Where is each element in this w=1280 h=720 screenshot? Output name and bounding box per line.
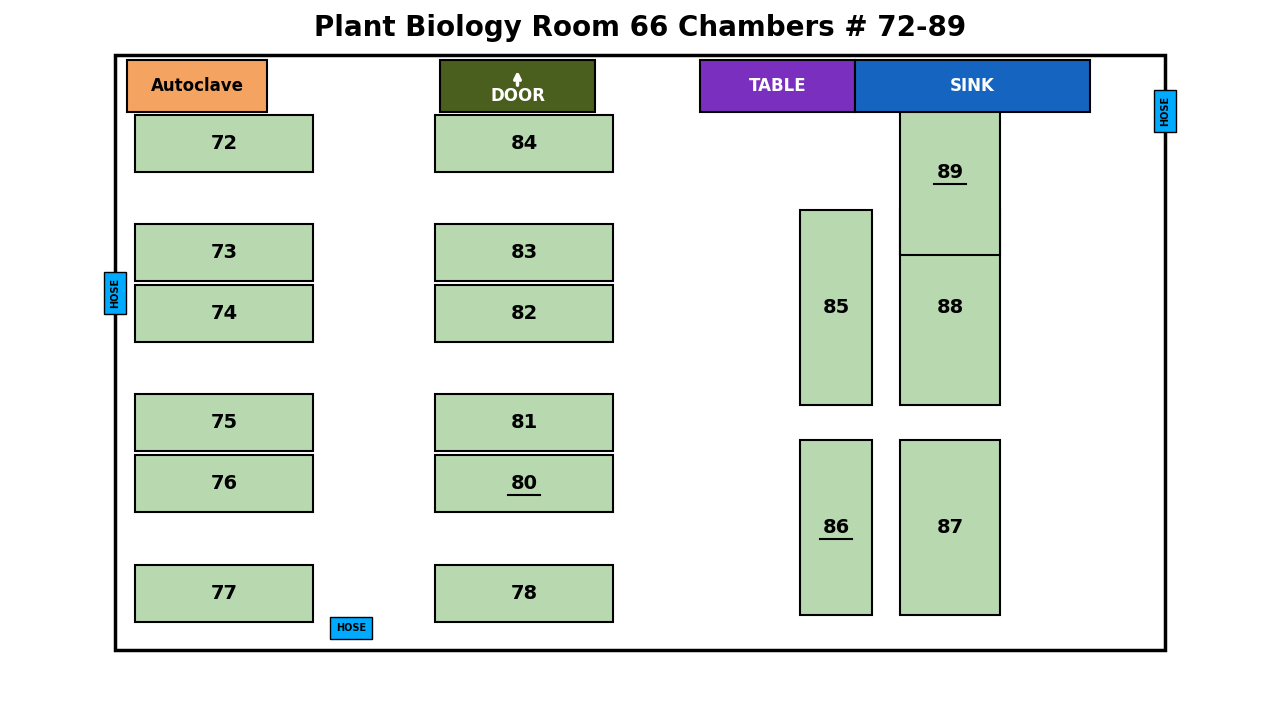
Text: 83: 83 <box>511 243 538 262</box>
Bar <box>435 115 613 172</box>
Bar <box>127 60 268 112</box>
Bar <box>104 272 125 314</box>
Text: 85: 85 <box>822 298 850 317</box>
Bar <box>855 60 1091 112</box>
Text: TABLE: TABLE <box>749 77 806 95</box>
Bar <box>134 565 314 622</box>
Text: HOSE: HOSE <box>110 278 120 308</box>
Bar <box>435 394 613 451</box>
Bar <box>134 285 314 342</box>
Bar <box>440 60 595 112</box>
Bar <box>800 440 872 615</box>
Text: 87: 87 <box>937 518 964 537</box>
Bar <box>134 394 314 451</box>
Text: 75: 75 <box>210 413 238 432</box>
Text: 82: 82 <box>511 304 538 323</box>
Bar <box>435 285 613 342</box>
Bar <box>435 455 613 512</box>
Text: HOSE: HOSE <box>1160 96 1170 126</box>
Bar <box>900 440 1000 615</box>
Text: SINK: SINK <box>950 77 995 95</box>
Bar <box>900 90 1000 255</box>
Bar <box>115 55 1165 650</box>
Text: Plant Biology Room 66 Chambers # 72-89: Plant Biology Room 66 Chambers # 72-89 <box>314 14 966 42</box>
Text: HOSE: HOSE <box>335 623 366 633</box>
Text: 78: 78 <box>511 584 538 603</box>
Bar <box>435 224 613 281</box>
Text: Autoclave: Autoclave <box>151 77 243 95</box>
Text: 84: 84 <box>511 134 538 153</box>
Text: 73: 73 <box>210 243 238 262</box>
Bar <box>1155 90 1176 132</box>
Text: 89: 89 <box>937 163 964 182</box>
Text: 72: 72 <box>210 134 238 153</box>
Bar <box>330 617 372 639</box>
Bar <box>134 115 314 172</box>
Text: 77: 77 <box>210 584 238 603</box>
Text: DOOR: DOOR <box>490 87 545 105</box>
Text: 88: 88 <box>937 298 964 317</box>
Text: 81: 81 <box>511 413 538 432</box>
Bar <box>900 210 1000 405</box>
Text: 80: 80 <box>511 474 538 493</box>
Bar <box>700 60 855 112</box>
Text: 74: 74 <box>210 304 238 323</box>
Bar <box>435 565 613 622</box>
Text: 76: 76 <box>210 474 238 493</box>
Bar <box>134 455 314 512</box>
Bar <box>800 210 872 405</box>
Text: 86: 86 <box>822 518 850 537</box>
Bar <box>134 224 314 281</box>
